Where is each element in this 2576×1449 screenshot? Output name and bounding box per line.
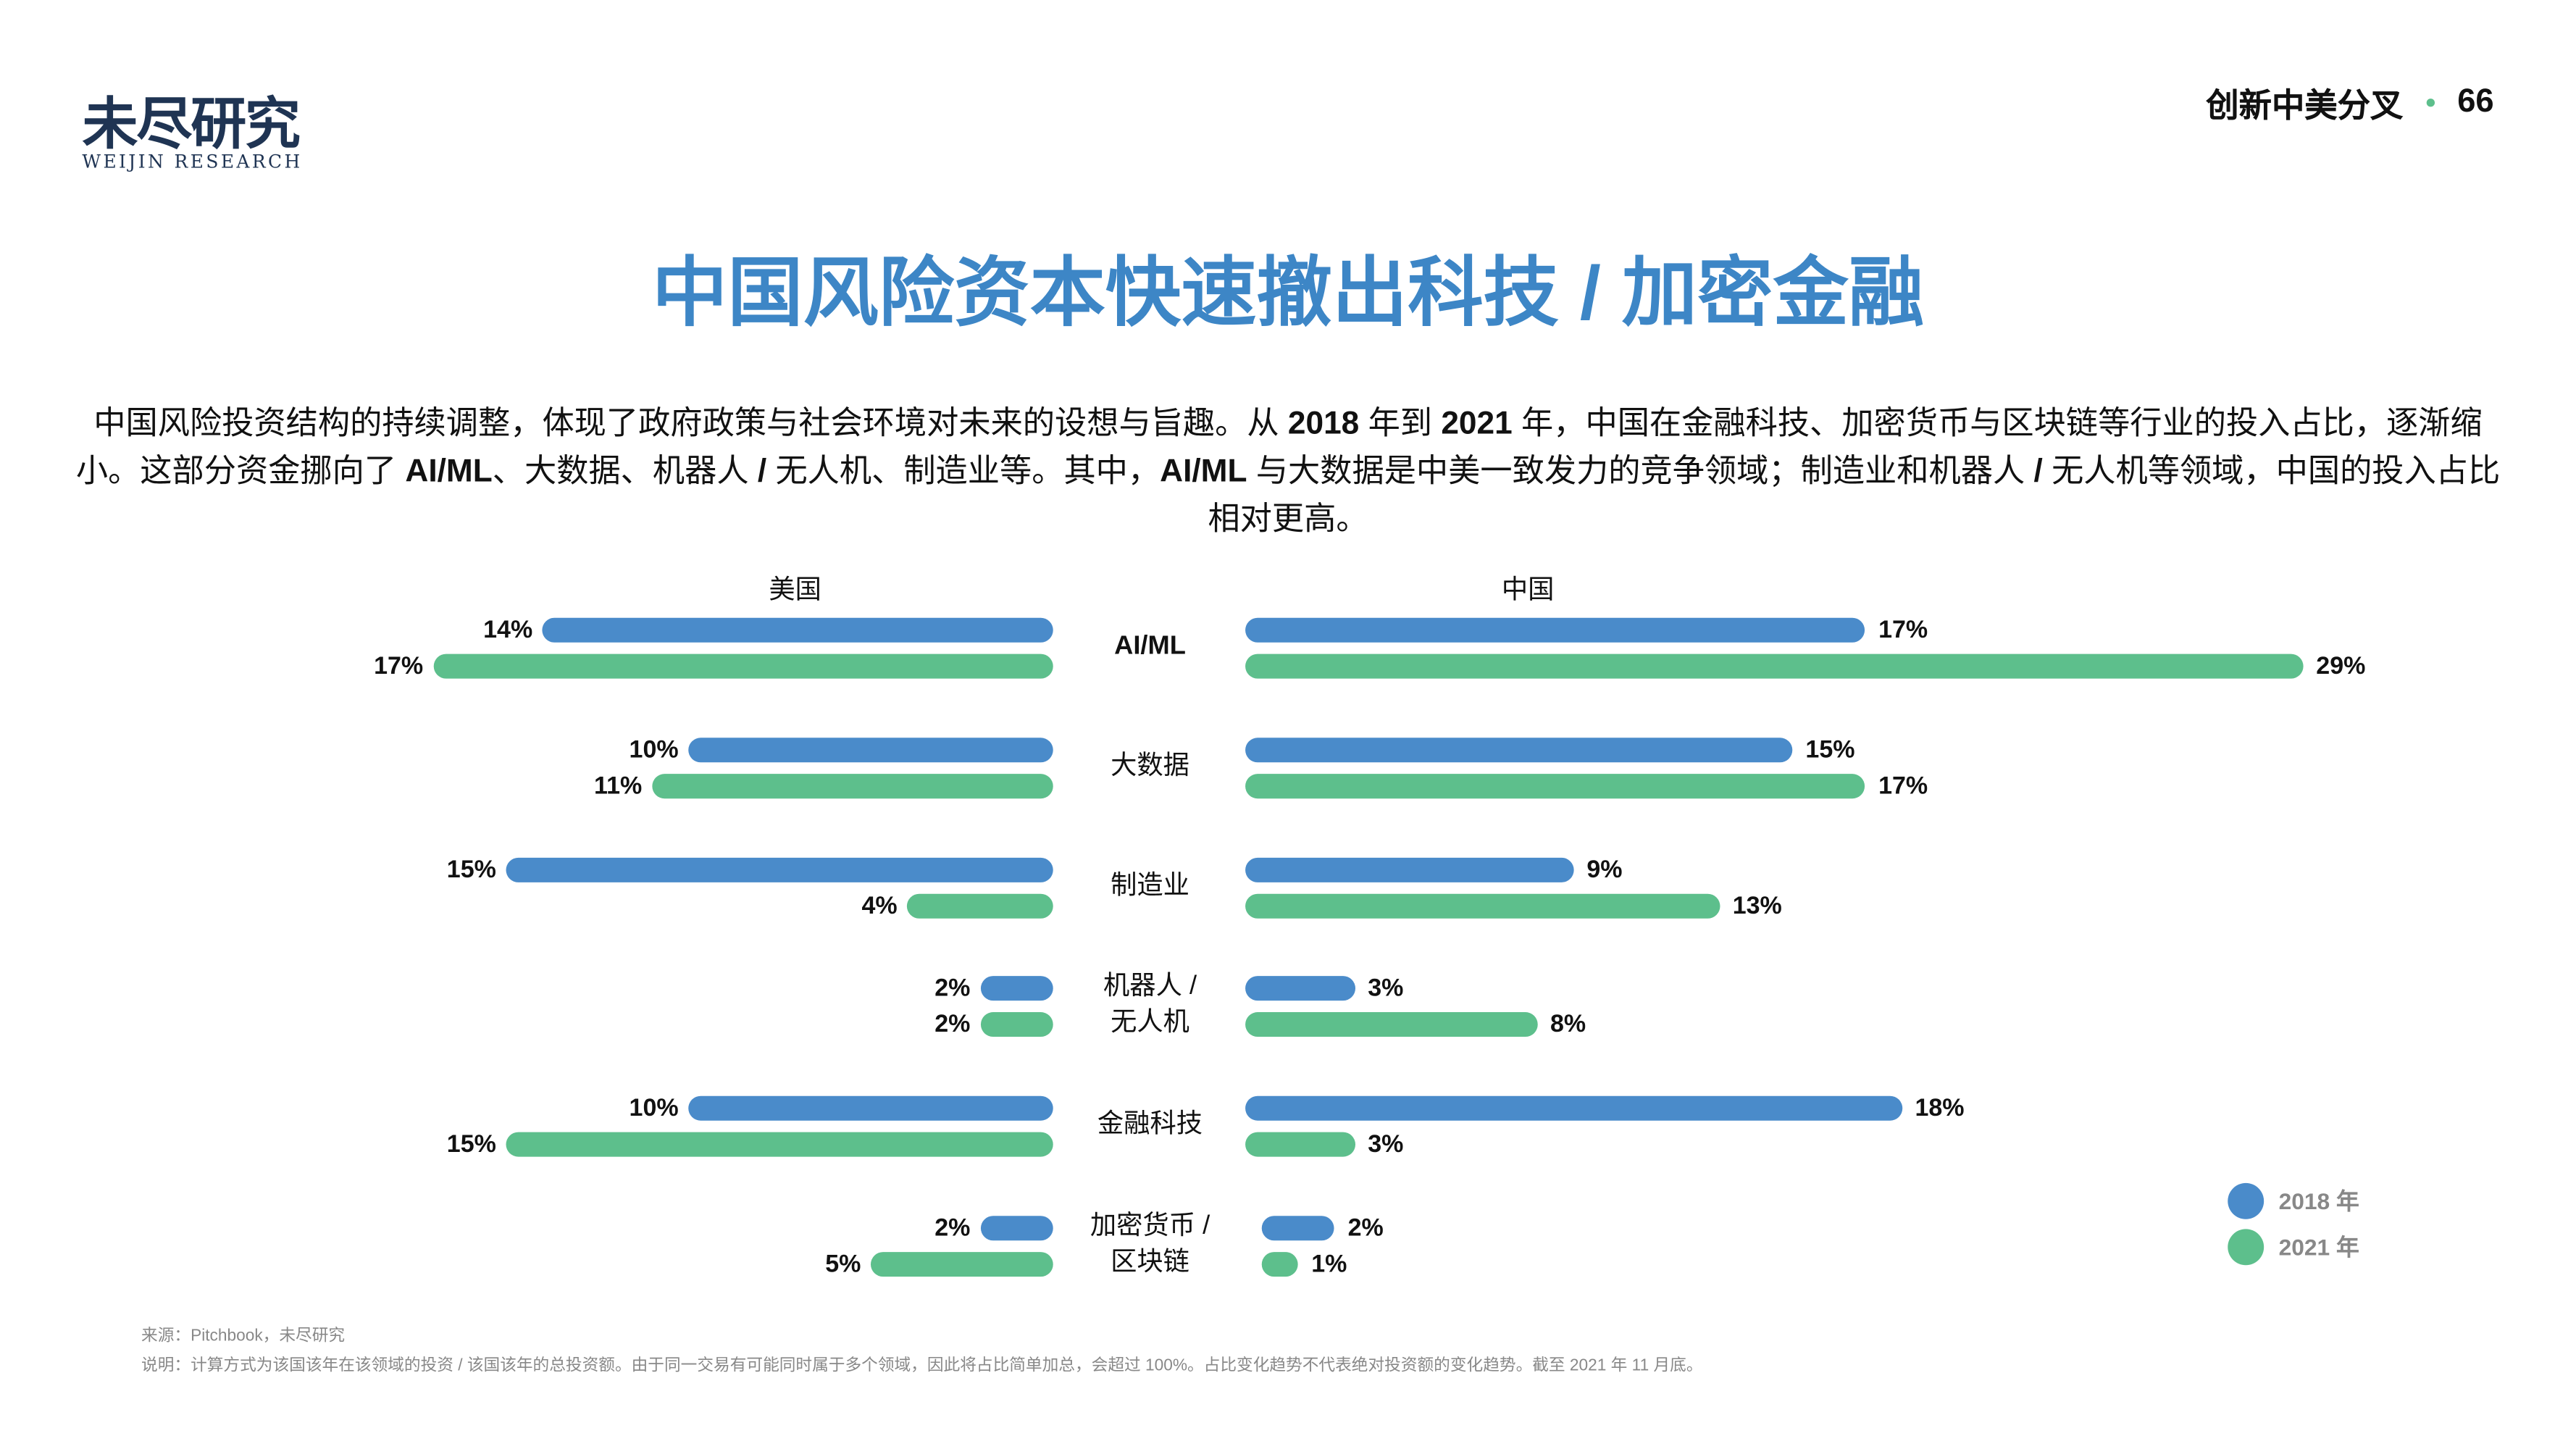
bar-us-2018 <box>688 1096 1053 1122</box>
method-note: 说明：计算方式为该国该年在该领域的投资 / 该国该年的总投资额。由于同一交易有可… <box>141 1357 1703 1376</box>
category-label-line: 区块链 <box>1111 1248 1189 1277</box>
paragraph-segment: 与大数据是中美一致发力的竞争领域；制造业和机器人 <box>1247 453 2034 490</box>
category-label: 机器人 / 无人机 <box>1055 970 1245 1043</box>
value-label-us: 15% <box>446 855 496 884</box>
value-label-cn: 18% <box>1915 1094 1965 1123</box>
category-label: 加密货币 / 区块链 <box>1055 1209 1245 1282</box>
value-label-us: 11% <box>594 772 643 801</box>
bar-cn-2018 <box>1245 737 1793 762</box>
paragraph-segment: / <box>2033 453 2043 490</box>
bar-cn-2021 <box>1245 1012 1537 1037</box>
value-label-us: 2% <box>934 974 971 1003</box>
paragraph-segment: 中国风险投资结构的持续调整，体现了政府政策与社会环境对未来的设想与旨趣。从 <box>93 406 1288 443</box>
bar-us-2018 <box>980 1216 1053 1241</box>
source-note: 来源：Pitchbook，未尽研究 <box>141 1327 346 1346</box>
bar-cn-2021 <box>1245 1132 1355 1158</box>
value-label-cn: 9% <box>1586 855 1623 884</box>
legend-swatch <box>2228 1182 2265 1219</box>
legend-label: 2021 年 <box>2278 1234 2359 1261</box>
value-label-cn: 15% <box>1805 735 1855 764</box>
category-label-line: AI/ML <box>1114 632 1186 661</box>
bar-cn-2021 <box>1245 773 1865 798</box>
logo-subtitle: WEIJIN RESEARCH <box>82 151 303 173</box>
value-label-us: 10% <box>629 1094 679 1123</box>
bar-cn-2018 <box>1261 1216 1335 1241</box>
category-label-line: 机器人 / <box>1103 973 1197 1002</box>
logo: 未尽研究 <box>82 92 301 158</box>
bar-us-2021 <box>651 773 1053 798</box>
paragraph-segment: AI/ML <box>405 453 493 490</box>
category-label-line: 金融科技 <box>1097 1111 1203 1140</box>
value-label-us: 15% <box>446 1130 496 1159</box>
bar-us-2018 <box>688 737 1053 762</box>
legend-label: 2018 年 <box>2278 1187 2359 1214</box>
value-label-us: 2% <box>934 1214 971 1243</box>
report-title: 创新中美分叉 <box>2206 88 2404 125</box>
bar-cn-2018 <box>1245 617 1865 643</box>
value-label-cn: 3% <box>1368 974 1404 1003</box>
value-label-cn: 2% <box>1347 1214 1384 1243</box>
paragraph-segment: 年到 <box>1359 406 1442 443</box>
separator-dot <box>2426 99 2435 107</box>
paragraph-segment: 2021 <box>1441 406 1513 443</box>
value-label-us: 4% <box>861 891 898 920</box>
page-title: 中国风险资本快速撤出科技 / 加密金融 <box>651 249 1925 335</box>
page-number: 66 <box>2457 83 2494 120</box>
bar-us-2021 <box>506 1132 1053 1158</box>
category-label-line: 制造业 <box>1111 872 1189 900</box>
value-label-cn: 1% <box>1311 1250 1347 1279</box>
paragraph-segment: / <box>757 453 767 490</box>
category-label-line: 无人机 <box>1111 1009 1189 1037</box>
value-label-us: 2% <box>934 1011 971 1040</box>
paragraph-segment: 无人机等领域，中国的投入占比相对更高。 <box>1208 453 2501 538</box>
value-label-us: 5% <box>825 1250 861 1279</box>
paragraph-segment: AI/ML <box>1160 453 1247 490</box>
bar-us-2021 <box>980 1012 1053 1037</box>
panel-label-us: 美国 <box>769 577 821 605</box>
paragraph-segment: 无人机、制造业等。其中， <box>766 453 1161 490</box>
category-label: 大数据 <box>1055 749 1245 785</box>
paragraph-segment: 、大数据、机器人 <box>492 453 758 490</box>
intro-paragraph: 中国风险投资结构的持续调整，体现了政府政策与社会环境对未来的设想与旨趣。从 20… <box>66 401 2511 543</box>
bar-cn-2018 <box>1245 977 1355 1002</box>
value-label-cn: 13% <box>1732 891 1782 920</box>
bar-cn-2018 <box>1245 1096 1902 1122</box>
category-label-line: 大数据 <box>1111 752 1189 780</box>
value-label-cn: 29% <box>2316 652 2366 680</box>
bar-us-2021 <box>907 893 1053 918</box>
value-label-us: 10% <box>629 735 679 764</box>
bar-cn-2021 <box>1245 893 1720 918</box>
value-label-cn: 17% <box>1878 616 1928 645</box>
bar-us-2021 <box>870 1252 1053 1277</box>
category-label: 金融科技 <box>1055 1108 1245 1144</box>
category-label: 制造业 <box>1055 869 1245 905</box>
paragraph-segment: 年，中国在金融科技、加密货币与区块链等行业的投入占比，逐渐缩小。这部分资金挪向了 <box>75 406 2483 490</box>
category-label: AI/ML <box>1055 630 1245 666</box>
bar-us-2018 <box>980 977 1053 1002</box>
value-label-cn: 3% <box>1368 1130 1404 1159</box>
panel-label-cn: 中国 <box>1501 577 1555 605</box>
value-label-cn: 8% <box>1550 1011 1586 1040</box>
bar-us-2018 <box>506 856 1053 882</box>
legend-item-2021: 2021 年 <box>2228 1229 2359 1266</box>
bar-cn-2021 <box>1245 653 2304 679</box>
bar-us-2018 <box>542 617 1053 643</box>
legend-item-2018: 2018 年 <box>2228 1182 2359 1219</box>
paragraph-segment: 2018 <box>1287 406 1360 443</box>
bar-cn-2018 <box>1245 856 1574 882</box>
category-label-line: 加密货币 / <box>1090 1212 1210 1241</box>
legend-swatch <box>2228 1229 2265 1266</box>
page-header: 创新中美分叉 66 <box>2206 79 2493 127</box>
bar-us-2021 <box>432 653 1053 679</box>
value-label-us: 14% <box>483 616 533 645</box>
value-label-us: 17% <box>374 652 424 680</box>
value-label-cn: 17% <box>1878 772 1928 801</box>
bar-cn-2021 <box>1261 1252 1299 1277</box>
